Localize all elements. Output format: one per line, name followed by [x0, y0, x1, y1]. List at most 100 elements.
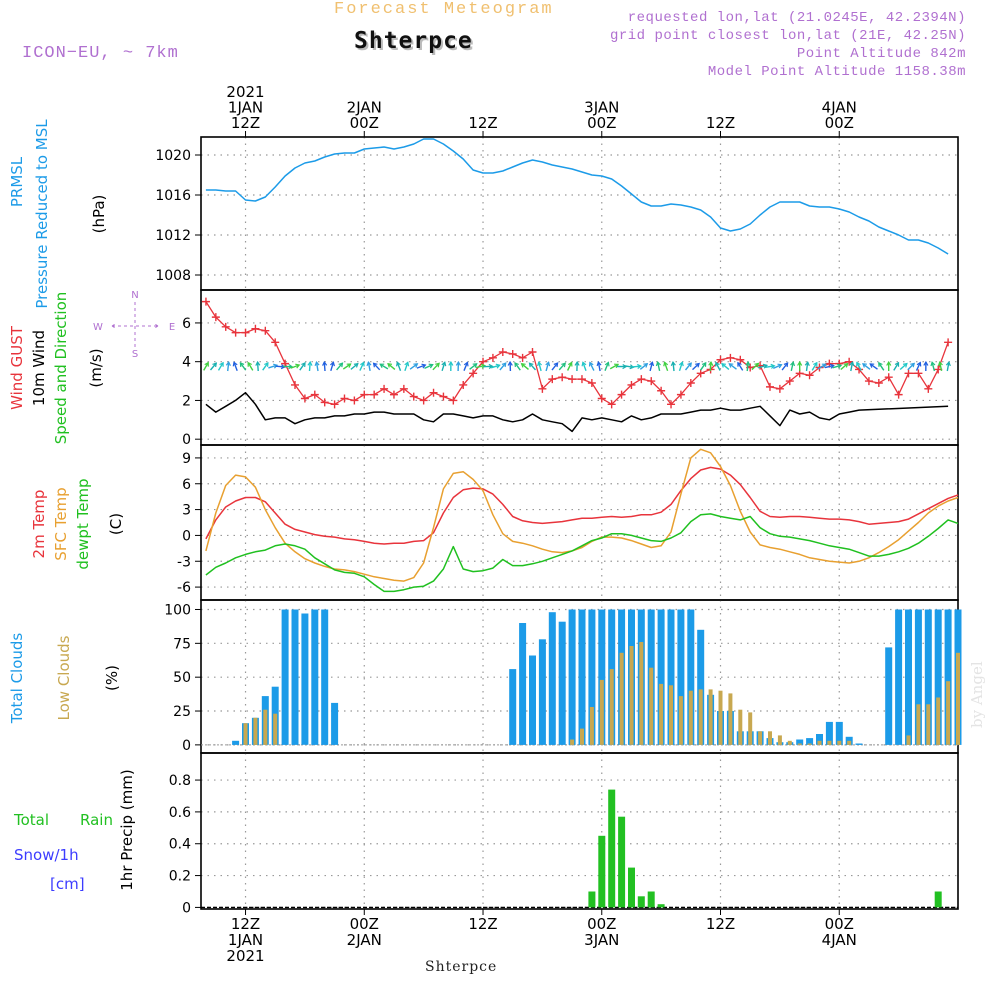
wind-direction-arrow — [609, 363, 619, 370]
wind-direction-arrow-head — [295, 363, 301, 369]
wind-direction-arrow — [746, 362, 749, 372]
pressure-unit: (hPa) — [90, 195, 108, 234]
wind-direction-arrow-head — [762, 363, 769, 369]
wind-direction-arrow-head — [678, 361, 684, 367]
gust-marker — [538, 384, 547, 393]
bottom-time-label: 12Z — [231, 915, 260, 933]
total-cloud-bar — [895, 609, 903, 745]
wind-direction-arrow — [409, 363, 418, 370]
precipitation-ytick-label: 0.8 — [169, 773, 191, 789]
total-cloud-bar — [816, 734, 823, 745]
wind-direction-arrow — [463, 362, 469, 371]
clouds-ytick-label: 100 — [164, 602, 191, 618]
wind-direction-arrow — [773, 364, 782, 370]
wind-direction-arrow-head — [545, 361, 551, 367]
wind-direction-arrow-head — [574, 360, 580, 366]
wind-direction-arrow-head — [204, 361, 209, 367]
total-cloud-bar — [667, 609, 675, 745]
gust-marker — [944, 338, 953, 347]
wind-direction-arrow-head — [413, 363, 419, 368]
clouds-ytick-label: 25 — [173, 704, 191, 720]
wind-direction-arrow — [441, 361, 446, 372]
wind-direction-arrow-head — [745, 360, 751, 366]
temp2m-label: 2m Temp — [30, 490, 48, 559]
low-cloud-bar — [946, 681, 951, 745]
wind-direction-arrow-head — [902, 362, 908, 368]
wind-direction-arrow — [538, 362, 542, 372]
total-cloud-bar — [519, 623, 527, 745]
rain-bar — [657, 904, 665, 908]
gust-marker — [548, 375, 557, 384]
gust-marker — [409, 392, 418, 401]
total-cloud-bar — [321, 609, 329, 745]
rain-label: Rain — [80, 811, 113, 829]
low-cloud-bar — [906, 735, 911, 745]
gust-marker — [310, 390, 319, 399]
gust-marker — [924, 384, 933, 393]
wind-direction-arrow — [657, 361, 661, 372]
wind-direction-arrow-head — [837, 363, 843, 369]
gust-marker — [340, 394, 349, 403]
wind-direction-arrow-head — [728, 363, 734, 368]
low-cloud-bar — [599, 679, 604, 745]
gust-marker — [508, 349, 517, 358]
total-cloud-bar — [835, 721, 843, 745]
wind-direction-arrow-head — [581, 361, 587, 367]
rain-bar — [618, 816, 626, 908]
wind-direction-arrow-head — [301, 361, 306, 367]
gust-marker — [380, 384, 389, 393]
dewpoint-line — [205, 513, 959, 593]
wind-direction-arrow — [239, 362, 247, 371]
wind-direction-arrow — [528, 362, 537, 371]
gust-marker — [221, 322, 230, 331]
wind-direction-arrow — [805, 362, 809, 372]
total-cloud-bar — [291, 609, 299, 745]
wind-direction-arrow — [558, 362, 566, 371]
low-cloud-bar — [777, 735, 782, 745]
precipitation-ytick-label: 0.6 — [169, 805, 191, 821]
wind-direction-arrow-head — [372, 362, 378, 368]
low-cloud-bar — [847, 740, 852, 745]
gust-marker — [904, 369, 913, 378]
pressure-frame — [200, 136, 959, 291]
compass-west: W — [93, 322, 103, 333]
precipitation-ytick-label: 0.2 — [169, 869, 191, 885]
wind-direction-arrow — [939, 361, 943, 372]
gust-marker — [498, 348, 507, 356]
wind-ytick-label: 4 — [182, 355, 191, 371]
wind-direction-arrow-head — [232, 361, 238, 367]
wind-direction-arrow-head — [861, 363, 867, 368]
wind-direction-arrow — [824, 364, 834, 369]
gust-marker — [587, 379, 596, 387]
requested-coords: requested lon,lat (21.0245E, 42.2394N) — [627, 10, 966, 26]
gust-marker — [805, 371, 814, 380]
gust-line — [205, 301, 949, 405]
wind-direction-arrow-head — [219, 361, 224, 367]
wind-direction-arrow — [672, 362, 675, 372]
temperature-ytick-label: 9 — [182, 451, 191, 467]
wind-direction-arrow-head — [770, 363, 776, 369]
wind-direction-arrow-head — [614, 363, 620, 369]
gust-marker — [231, 328, 240, 337]
gust-marker — [528, 348, 537, 356]
model-label: ICON−EU, ~ 7km — [22, 44, 179, 63]
wind-direction-arrow — [715, 362, 721, 371]
gust-marker — [736, 355, 745, 364]
bottom-time-label: 00Z — [350, 915, 379, 933]
low-cloud-bar — [273, 713, 278, 745]
wind-direction-arrow — [299, 362, 306, 371]
wind-direction-arrow-head — [441, 361, 447, 367]
total-cloud-bar — [855, 743, 863, 745]
wind-direction-arrow — [323, 361, 326, 372]
wind-direction-arrow — [878, 362, 885, 371]
bottom-time-label: 00Z — [825, 915, 854, 933]
low-clouds-label: Low Clouds — [55, 635, 73, 720]
wind-direction-arrow-head — [721, 362, 726, 368]
gust-marker — [518, 353, 527, 362]
low-cloud-bar — [936, 697, 941, 745]
wind-direction-arrow — [217, 362, 224, 371]
bottom-time-label: 3JAN — [584, 931, 619, 949]
gust-marker — [775, 384, 784, 393]
wind-direction-arrow-head — [604, 361, 610, 367]
low-cloud-bar — [659, 683, 664, 745]
